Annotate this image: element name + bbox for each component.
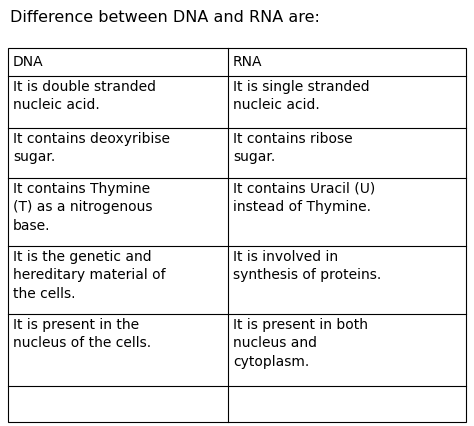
Text: It is involved in
synthesis of proteins.: It is involved in synthesis of proteins.: [233, 250, 381, 282]
Text: It is double stranded
nucleic acid.: It is double stranded nucleic acid.: [13, 80, 156, 112]
Bar: [8, 48, 466, 422]
Text: It is present in both
nucleus and
cytoplasm.: It is present in both nucleus and cytopl…: [233, 318, 368, 369]
Text: It is present in the
nucleus of the cells.: It is present in the nucleus of the cell…: [13, 318, 151, 351]
Text: It contains Uracil (U)
instead of Thymine.: It contains Uracil (U) instead of Thymin…: [233, 182, 375, 214]
Text: It is single stranded
nucleic acid.: It is single stranded nucleic acid.: [233, 80, 370, 112]
Text: It contains ribose
sugar.: It contains ribose sugar.: [233, 132, 353, 164]
Text: It contains Thymine
(T) as a nitrogenous
base.: It contains Thymine (T) as a nitrogenous…: [13, 182, 153, 233]
Text: Difference between DNA and RNA are:: Difference between DNA and RNA are:: [10, 10, 320, 25]
Text: It contains deoxyribise
sugar.: It contains deoxyribise sugar.: [13, 132, 170, 164]
Text: It is the genetic and
hereditary material of
the cells.: It is the genetic and hereditary materia…: [13, 250, 165, 301]
Text: DNA: DNA: [13, 55, 44, 69]
Text: RNA: RNA: [233, 55, 263, 69]
